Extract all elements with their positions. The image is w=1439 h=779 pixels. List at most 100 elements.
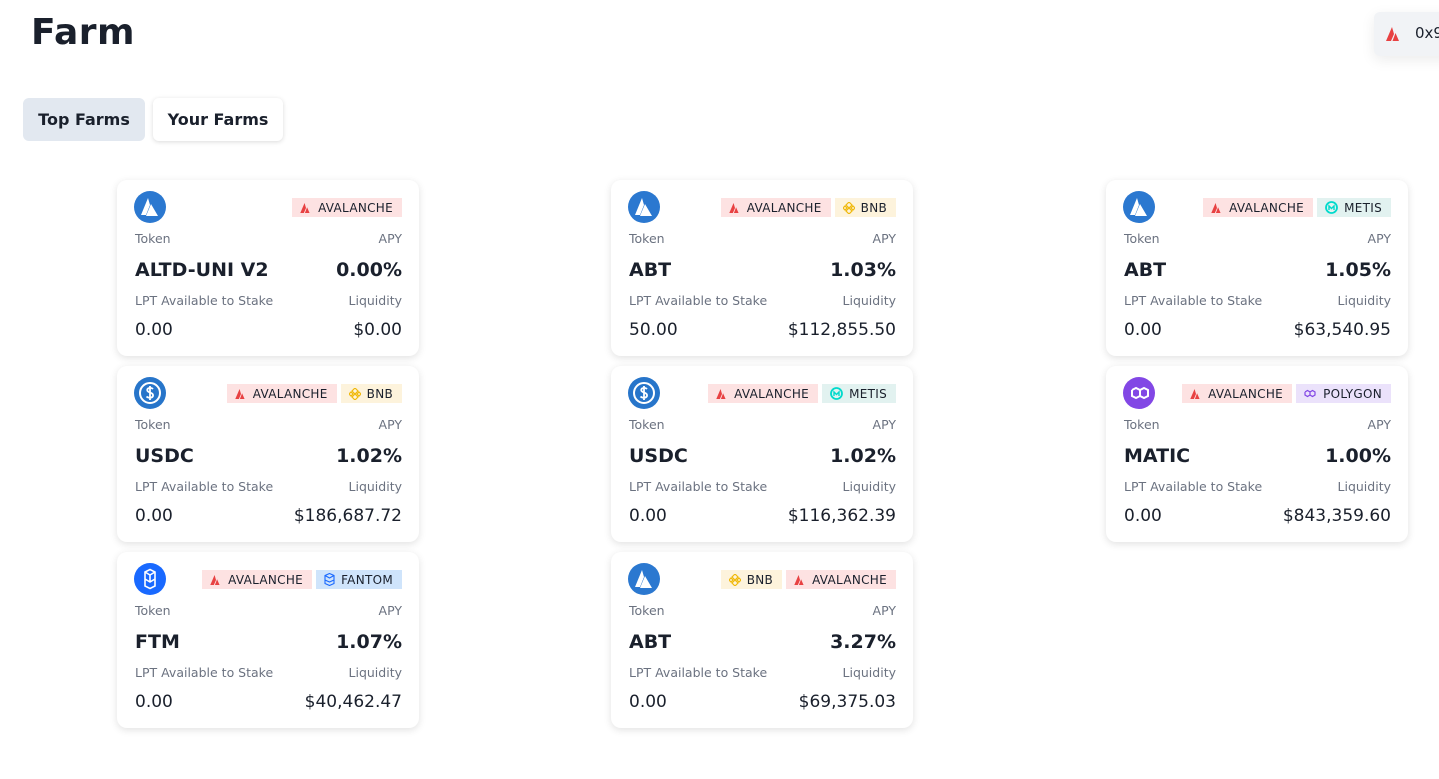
account-button[interactable]: 0x9 <box>1374 12 1439 56</box>
token-name: ABT <box>629 259 672 281</box>
chain-name: AVALANCHE <box>1229 200 1305 215</box>
token-name: ALTD-UNI V2 <box>135 259 269 281</box>
chain-badges: AVALANCHE METIS <box>1203 180 1391 238</box>
liquidity-value: $843,359.60 <box>1282 506 1391 526</box>
chain-badge: METIS <box>822 384 896 403</box>
apy-label: APY <box>872 417 896 432</box>
chain-badges: AVALANCHE METIS <box>708 366 896 424</box>
token-icon <box>134 563 166 595</box>
token-icon <box>628 191 660 223</box>
token-icon <box>628 563 660 595</box>
liquidity-label: Liquidity <box>348 479 402 494</box>
chain-badge: POLYGON <box>1296 384 1391 403</box>
chain-name: AVALANCHE <box>228 572 304 587</box>
lpt-label: LPT Available to Stake <box>1124 293 1263 308</box>
farm-card: AVALANCHE METIS Token APY ABT 1.05% LPT Availa… <box>1106 180 1408 356</box>
lpt-value: 0.00 <box>629 692 667 712</box>
lpt-value: 50.00 <box>629 320 678 340</box>
tab-your-farms[interactable]: Your Farms <box>153 98 283 141</box>
liquidity-value: $186,687.72 <box>293 506 402 526</box>
farm-card: AVALANCHE METIS Token APY USDC 1.02% LPT Avail… <box>611 366 913 542</box>
chain-badge: FANTOM <box>316 570 402 589</box>
token-name: USDC <box>629 445 688 467</box>
token-label: Token <box>135 417 171 432</box>
chain-badge: METIS <box>1317 198 1391 217</box>
token-label: Token <box>1124 231 1160 246</box>
lpt-value: 0.00 <box>1124 506 1162 526</box>
apy-label: APY <box>378 603 402 618</box>
farm-card: BNB AVALANCHE Token APY ABT 3.27% LPT Availabl… <box>611 552 913 728</box>
token-icon <box>134 191 166 223</box>
chain-badges: AVALANCHE POLYGON <box>1182 366 1391 424</box>
farm-card: AVALANCHE BNB Token APY ABT 1.03% LPT Availabl… <box>611 180 913 356</box>
liquidity-value: $112,855.50 <box>787 320 896 340</box>
lpt-label: LPT Available to Stake <box>135 665 274 680</box>
chain-badge: AVALANCHE <box>708 384 819 403</box>
apy-value: 1.07% <box>336 631 402 653</box>
apy-value: 1.00% <box>1325 445 1391 467</box>
chain-name: METIS <box>849 386 887 401</box>
lpt-label: LPT Available to Stake <box>135 479 274 494</box>
token-label: Token <box>629 231 665 246</box>
chain-badge: AVALANCHE <box>1182 384 1293 403</box>
token-label: Token <box>135 603 171 618</box>
lpt-value: 0.00 <box>629 506 667 526</box>
chain-name: AVALANCHE <box>812 572 887 587</box>
token-name: MATIC <box>1124 445 1191 467</box>
liquidity-label: Liquidity <box>842 293 896 308</box>
token-name: USDC <box>135 445 194 467</box>
farm-card: AVALANCHE FANTOM Token APY FTM 1.07% LPT Avail… <box>117 552 419 728</box>
apy-label: APY <box>872 231 896 246</box>
liquidity-value: $63,540.95 <box>1293 320 1391 340</box>
lpt-value: 0.00 <box>135 506 173 526</box>
chain-badge: BNB <box>834 198 896 217</box>
chain-name: BNB <box>860 200 887 215</box>
apy-value: 1.05% <box>1325 259 1391 281</box>
liquidity-label: Liquidity <box>348 665 402 680</box>
apy-label: APY <box>378 231 402 246</box>
chain-badge: AVALANCHE <box>292 198 402 217</box>
lpt-label: LPT Available to Stake <box>135 293 274 308</box>
token-name: FTM <box>135 631 180 653</box>
lpt-value: 0.00 <box>135 320 173 340</box>
apy-value: 1.02% <box>830 445 896 467</box>
chain-name: FANTOM <box>341 572 393 587</box>
chain-name: AVALANCHE <box>1208 386 1284 401</box>
chain-badge: AVALANCHE <box>1203 198 1314 217</box>
liquidity-value: $116,362.39 <box>787 506 896 526</box>
avalanche-icon <box>1386 27 1399 41</box>
apy-value: 0.00% <box>336 259 402 281</box>
page-title: Farm <box>31 12 136 53</box>
liquidity-value: $0.00 <box>353 320 402 340</box>
liquidity-label: Liquidity <box>1337 479 1391 494</box>
liquidity-value: $40,462.47 <box>304 692 402 712</box>
chain-badge: AVALANCHE <box>720 198 831 217</box>
chain-badge: AVALANCHE <box>202 570 313 589</box>
farm-card: AVALANCHE POLYGON Token APY MATIC 1.00% LPT Av… <box>1106 366 1408 542</box>
chain-name: AVALANCHE <box>734 386 810 401</box>
lpt-label: LPT Available to Stake <box>1124 479 1263 494</box>
chain-badges: BNB AVALANCHE <box>720 552 896 610</box>
liquidity-value: $69,375.03 <box>798 692 896 712</box>
token-label: Token <box>1124 417 1160 432</box>
liquidity-label: Liquidity <box>842 479 896 494</box>
liquidity-label: Liquidity <box>1337 293 1391 308</box>
farm-card: AVALANCHE Token APY ALTD-UNI V2 0.00% LPT Ava… <box>117 180 419 356</box>
apy-value: 1.02% <box>336 445 402 467</box>
liquidity-label: Liquidity <box>348 293 402 308</box>
chain-name: METIS <box>1344 200 1382 215</box>
farm-card: AVALANCHE BNB Token APY USDC 1.02% LPT Availab… <box>117 366 419 542</box>
lpt-label: LPT Available to Stake <box>629 479 768 494</box>
apy-label: APY <box>1367 231 1391 246</box>
lpt-label: LPT Available to Stake <box>629 665 768 680</box>
apy-label: APY <box>1367 417 1391 432</box>
tab-top-farms[interactable]: Top Farms <box>23 98 145 141</box>
chain-name: AVALANCHE <box>318 200 393 215</box>
token-name: ABT <box>629 631 672 653</box>
chain-name: AVALANCHE <box>252 386 328 401</box>
chain-badge: BNB <box>720 570 783 589</box>
chain-badge: AVALANCHE <box>226 384 337 403</box>
token-name: ABT <box>1124 259 1167 281</box>
chain-badges: AVALANCHE <box>292 180 402 238</box>
